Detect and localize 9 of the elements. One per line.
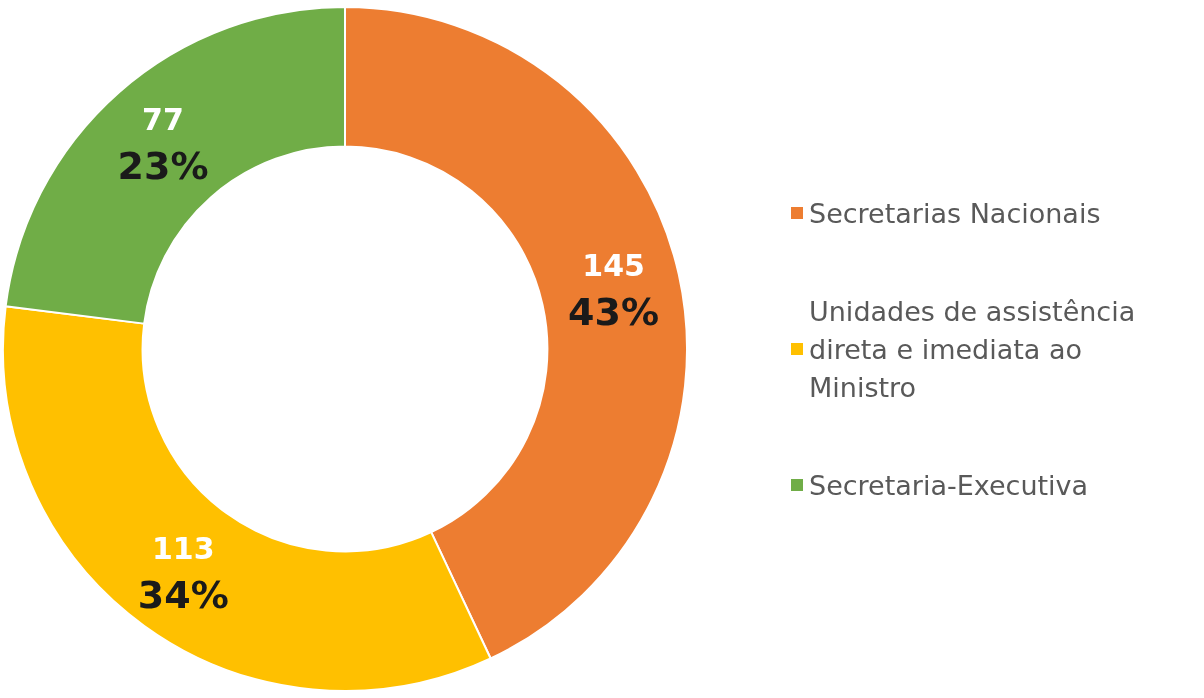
legend-label: Secretarias Nacionais	[809, 197, 1101, 229]
legend-label: Unidades de assistência direta e imediata ao Ministro	[809, 295, 1144, 403]
text: 145	[582, 248, 645, 284]
text: 77	[142, 102, 184, 138]
data-label: 34%	[137, 572, 229, 617]
legend-label: Secretaria-Executiva	[809, 469, 1089, 501]
text: 113	[151, 531, 215, 567]
data-label: 23%	[117, 143, 209, 188]
data-label: 43%	[568, 289, 660, 334]
